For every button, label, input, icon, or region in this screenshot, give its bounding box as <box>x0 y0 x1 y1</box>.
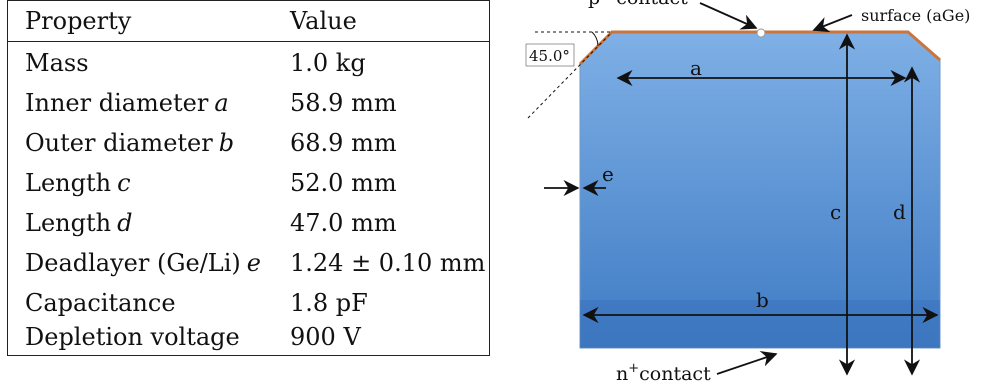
table-row: Mass 1.0 kg <box>8 43 489 83</box>
header-rule <box>8 41 489 42</box>
property-symbol: d <box>117 209 133 237</box>
property-name: Length <box>25 169 112 197</box>
p-contact-label: p⁺ contact <box>588 0 688 9</box>
surface-pointer <box>812 14 853 33</box>
properties-table: Property Value Mass 1.0 kg Inner diamete… <box>7 0 490 356</box>
table-row: Inner diameter a 58.9 mm <box>8 83 489 123</box>
property-symbol: c <box>117 169 131 197</box>
property-symbol: a <box>214 89 229 117</box>
n-contact-pointer <box>716 351 778 375</box>
angle-arc <box>591 31 599 47</box>
table-row: Capacitance 1.8 pF <box>8 283 489 323</box>
property-symbol: b <box>218 129 235 157</box>
table-row: Outer diameter b 68.9 mm <box>8 123 489 163</box>
dimension-e-label: e <box>602 162 614 186</box>
header-value: Value <box>290 7 357 35</box>
property-value: 1.8 pF <box>290 289 368 317</box>
p-contact-point <box>756 28 766 38</box>
p-contact-pointer <box>699 2 758 30</box>
table-row: Depletion voltage 900 V <box>8 317 489 357</box>
dimension-b-label: b <box>756 288 769 312</box>
table-header-row: Property Value <box>8 1 489 41</box>
property-name: Outer diameter <box>25 129 213 157</box>
property-value: 52.0 mm <box>290 169 397 197</box>
property-name: Length <box>25 209 112 237</box>
property-value: 900 V <box>290 323 361 351</box>
property-name: Inner diameter <box>25 89 209 117</box>
property-symbol: e <box>246 249 261 277</box>
angle-guide-diagonal <box>527 31 613 119</box>
detector-schematic: 45.0° a b c d e p⁺ contact surface (aGe)… <box>525 0 970 385</box>
dimension-d-label: d <box>893 200 906 224</box>
surface-label: surface (aGe) <box>861 6 970 25</box>
property-value: 1.24 ± 0.10 mm <box>290 249 486 277</box>
property-value: 47.0 mm <box>290 209 397 237</box>
property-value: 68.9 mm <box>290 129 397 157</box>
table-row: Length d 47.0 mm <box>8 203 489 243</box>
table-row: Length c 52.0 mm <box>8 163 489 203</box>
property-value: 58.9 mm <box>290 89 397 117</box>
header-property: Property <box>25 7 132 35</box>
dimension-c-label: c <box>830 200 841 224</box>
property-name: Depletion voltage <box>25 323 240 351</box>
property-name: Deadlayer (Ge/Li) <box>25 249 241 277</box>
dimension-a-label: a <box>690 56 702 80</box>
table-row: Deadlayer (Ge/Li) e 1.24 ± 0.10 mm <box>8 243 489 283</box>
property-value: 1.0 kg <box>290 49 366 77</box>
angle-label: 45.0° <box>529 47 570 65</box>
angle-label-box <box>525 43 575 67</box>
property-name: Mass <box>25 49 89 77</box>
property-name: Capacitance <box>25 289 176 317</box>
n-contact-label: n+contact <box>616 361 711 385</box>
detector-diagram: 45.0° a b c d e p⁺ contact surface (aGe)… <box>500 0 988 387</box>
